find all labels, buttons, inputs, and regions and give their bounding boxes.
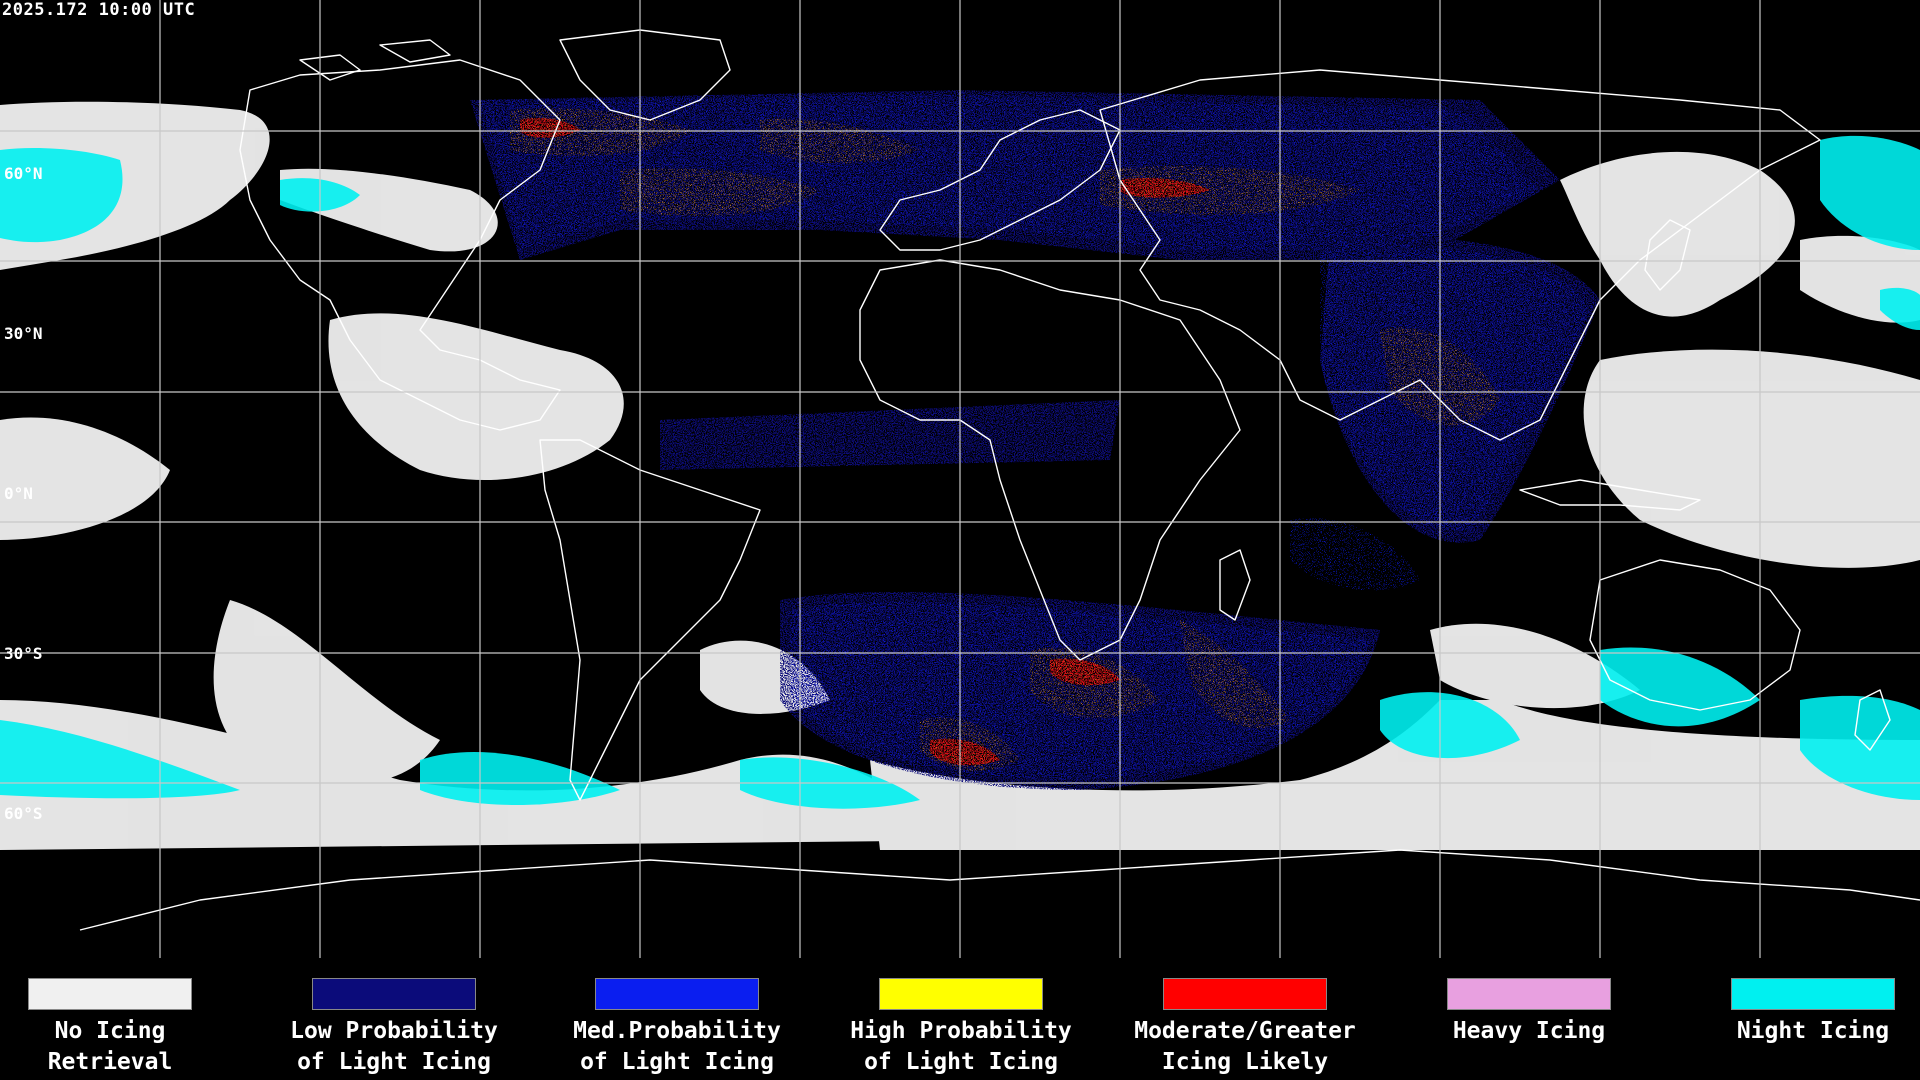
legend-swatch-moderate-greater <box>1163 978 1327 1010</box>
lat-label-30s: 30°S <box>4 644 43 663</box>
legend-label-night-icing: Night Icing <box>1736 1018 1890 1044</box>
legend-swatch-night-icing <box>1731 978 1895 1010</box>
lat-label-60n: 60°N <box>4 164 43 183</box>
lat-label-30n: 30°N <box>4 324 43 343</box>
legend-item-no-icing: No Icing Retrieval <box>0 978 235 1078</box>
legend-swatch-no-icing <box>28 978 192 1010</box>
icing-map <box>0 0 1920 958</box>
legend-item-low-probability: Low Probability of Light Icing <box>269 978 519 1078</box>
moderate-greater-regions <box>520 118 1210 766</box>
legend-label-no-icing: No Icing Retrieval <box>47 1018 173 1075</box>
legend-item-high-probability: High Probability of Light Icing <box>836 978 1086 1078</box>
lat-lon-grid <box>0 0 1920 958</box>
lat-label-0n: 0°N <box>4 484 33 503</box>
legend-swatch-heavy-icing <box>1447 978 1611 1010</box>
lat-label-60s: 60°S <box>4 804 43 823</box>
legend-label-high-probability: High Probability of Light Icing <box>850 1018 1072 1075</box>
legend-label-low-probability: Low Probability of Light Icing <box>290 1018 498 1075</box>
timestamp-label: 2025.172 10:00 UTC <box>2 0 196 20</box>
coastlines <box>79 29 1920 931</box>
legend: No Icing Retrieval Low Probability of Li… <box>0 958 1920 1080</box>
legend-item-night-icing: Night Icing <box>1688 978 1920 1047</box>
legend-swatch-med-probability <box>595 978 759 1010</box>
legend-label-heavy-icing: Heavy Icing <box>1452 1018 1606 1044</box>
legend-item-heavy-icing: Heavy Icing <box>1404 978 1654 1047</box>
legend-swatch-low-probability <box>312 978 476 1010</box>
legend-item-moderate-greater: Moderate/Greater Icing Likely <box>1120 978 1370 1078</box>
legend-label-moderate-greater: Moderate/Greater Icing Likely <box>1134 1018 1356 1075</box>
legend-label-med-probability: Med.Probability of Light Icing <box>573 1018 781 1075</box>
legend-item-med-probability: Med.Probability of Light Icing <box>552 978 802 1078</box>
legend-swatch-high-probability <box>879 978 1043 1010</box>
